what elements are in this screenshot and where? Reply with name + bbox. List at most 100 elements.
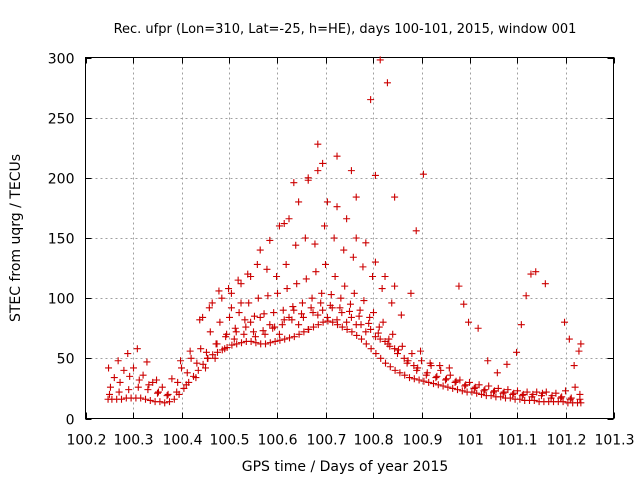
x-tick-label: 101.2 xyxy=(546,433,586,449)
data-point xyxy=(388,299,396,307)
data-point xyxy=(114,357,122,365)
data-point xyxy=(285,215,293,223)
x-tick-label: 100.7 xyxy=(306,433,346,449)
data-point xyxy=(227,304,235,312)
data-point xyxy=(434,381,442,389)
grid-layer xyxy=(85,57,614,419)
data-point xyxy=(485,382,493,390)
data-point xyxy=(139,371,147,379)
data-point xyxy=(365,319,373,327)
data-point xyxy=(192,374,200,382)
data-point xyxy=(307,304,315,312)
data-point xyxy=(115,388,123,396)
data-point xyxy=(407,289,415,297)
data-point xyxy=(567,394,575,402)
data-point xyxy=(532,268,540,276)
data-point xyxy=(105,364,113,372)
data-point xyxy=(153,376,161,384)
data-point xyxy=(391,345,399,353)
data-point xyxy=(314,167,322,175)
data-point xyxy=(338,309,346,317)
data-point xyxy=(143,358,151,366)
data-point xyxy=(336,304,344,312)
data-point xyxy=(271,323,279,331)
data-point xyxy=(323,198,331,206)
data-point xyxy=(226,313,233,321)
data-point xyxy=(523,388,531,396)
data-point xyxy=(319,306,327,314)
data-point xyxy=(371,333,379,341)
data-point xyxy=(575,347,583,355)
data-point xyxy=(168,375,176,383)
data-point xyxy=(221,345,229,353)
data-point xyxy=(197,345,205,353)
data-point xyxy=(376,56,384,64)
data-point xyxy=(300,328,308,336)
data-point xyxy=(202,348,210,356)
data-point xyxy=(241,316,249,324)
data-point xyxy=(116,378,124,386)
data-point xyxy=(252,339,260,347)
data-point xyxy=(163,392,171,400)
data-point xyxy=(227,289,235,297)
data-point xyxy=(276,336,284,344)
data-point xyxy=(346,307,353,315)
data-point xyxy=(350,289,358,297)
data-point xyxy=(233,340,241,348)
data-point xyxy=(237,280,245,288)
data-point xyxy=(433,372,441,380)
data-point xyxy=(337,294,345,302)
data-point xyxy=(456,376,464,384)
data-point xyxy=(225,285,233,293)
data-point xyxy=(484,357,492,365)
data-point xyxy=(173,388,181,396)
data-point xyxy=(273,273,281,281)
data-point xyxy=(106,390,113,398)
data-point xyxy=(120,366,128,374)
data-point xyxy=(362,328,370,336)
data-point xyxy=(417,347,425,355)
data-point xyxy=(465,318,473,326)
data-point xyxy=(304,325,312,333)
data-points xyxy=(104,56,585,407)
data-point xyxy=(202,364,209,372)
data-point xyxy=(425,378,433,386)
data-point xyxy=(462,381,470,389)
data-point xyxy=(504,386,512,394)
data-point xyxy=(299,313,307,321)
data-point xyxy=(362,340,370,348)
data-point xyxy=(527,270,535,278)
data-point xyxy=(451,378,459,386)
data-point xyxy=(280,220,288,228)
data-point xyxy=(298,299,306,307)
data-point xyxy=(250,328,257,336)
data-point xyxy=(444,383,452,391)
data-point xyxy=(503,360,511,368)
data-point xyxy=(466,378,473,386)
data-point xyxy=(321,222,329,230)
data-point xyxy=(346,300,354,308)
data-point xyxy=(366,313,374,321)
data-point xyxy=(499,389,507,397)
data-point xyxy=(278,321,286,329)
data-point xyxy=(281,335,289,343)
data-point xyxy=(410,362,418,370)
data-point xyxy=(473,389,481,397)
data-point xyxy=(266,236,274,244)
x-tick-label: 100.4 xyxy=(162,433,202,449)
y-tick-label: 150 xyxy=(48,232,75,248)
data-point xyxy=(310,323,317,331)
data-point xyxy=(311,240,319,248)
data-point xyxy=(437,366,445,374)
data-point xyxy=(396,369,404,377)
data-point xyxy=(247,337,255,345)
data-point xyxy=(247,318,255,326)
data-point xyxy=(183,369,191,377)
data-point xyxy=(404,357,412,365)
data-point xyxy=(309,309,317,317)
data-point xyxy=(446,371,454,379)
data-point xyxy=(223,330,231,338)
data-point xyxy=(559,398,567,406)
data-point xyxy=(455,282,463,290)
